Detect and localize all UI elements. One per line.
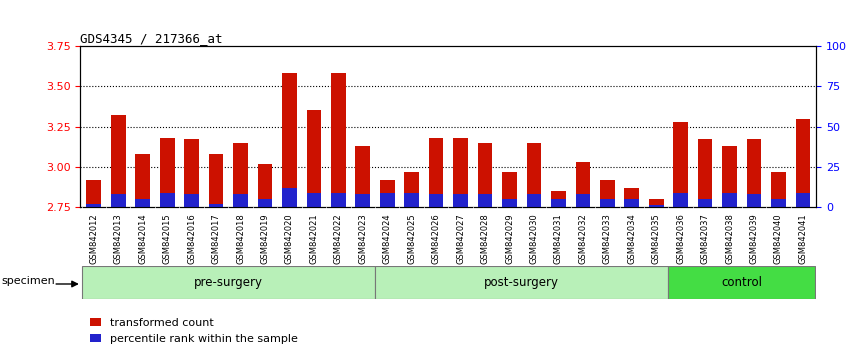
Text: GSM842013: GSM842013 xyxy=(113,213,123,264)
Bar xyxy=(673,122,688,207)
Bar xyxy=(600,180,615,207)
Bar xyxy=(331,73,346,207)
Legend: transformed count, percentile rank within the sample: transformed count, percentile rank withi… xyxy=(86,314,303,348)
Bar xyxy=(600,199,615,207)
Bar xyxy=(624,188,639,207)
Bar xyxy=(306,110,321,207)
Bar xyxy=(233,143,248,207)
Bar xyxy=(429,138,443,207)
Text: GSM842014: GSM842014 xyxy=(138,213,147,264)
Bar xyxy=(526,143,541,207)
Bar xyxy=(526,194,541,207)
Bar xyxy=(331,193,346,207)
Bar xyxy=(306,193,321,207)
Bar xyxy=(258,199,272,207)
Bar xyxy=(747,139,761,207)
Bar xyxy=(380,180,394,207)
Text: GSM842041: GSM842041 xyxy=(799,213,807,264)
Bar xyxy=(624,199,639,207)
Text: post-surgery: post-surgery xyxy=(484,276,559,289)
Bar xyxy=(795,119,810,207)
Bar xyxy=(160,138,174,207)
Bar xyxy=(429,194,443,207)
Bar xyxy=(209,204,223,207)
Text: GSM842027: GSM842027 xyxy=(456,213,465,264)
Bar xyxy=(795,193,810,207)
Text: GSM842039: GSM842039 xyxy=(750,213,759,264)
Bar xyxy=(551,199,566,207)
FancyBboxPatch shape xyxy=(81,266,375,299)
Bar xyxy=(722,193,737,207)
Bar xyxy=(86,180,102,207)
Bar xyxy=(575,194,591,207)
Text: GDS4345 / 217366_at: GDS4345 / 217366_at xyxy=(80,32,222,45)
Bar xyxy=(722,146,737,207)
Bar xyxy=(747,194,761,207)
Bar xyxy=(503,199,517,207)
Text: GSM842030: GSM842030 xyxy=(530,213,538,264)
Bar xyxy=(698,199,712,207)
Text: GSM842024: GSM842024 xyxy=(382,213,392,264)
Text: GSM842029: GSM842029 xyxy=(505,213,514,264)
Bar xyxy=(649,205,663,207)
Text: GSM842035: GSM842035 xyxy=(651,213,661,264)
Bar xyxy=(649,199,663,207)
Bar xyxy=(404,193,419,207)
Bar xyxy=(453,138,468,207)
Text: GSM842019: GSM842019 xyxy=(261,213,270,264)
Bar xyxy=(258,164,272,207)
Bar xyxy=(184,139,199,207)
Bar xyxy=(209,154,223,207)
Text: specimen: specimen xyxy=(2,276,56,286)
Text: GSM842022: GSM842022 xyxy=(334,213,343,264)
Text: GSM842040: GSM842040 xyxy=(774,213,783,264)
Bar xyxy=(404,172,419,207)
Text: GSM842017: GSM842017 xyxy=(212,213,221,264)
Bar xyxy=(135,199,150,207)
Text: GSM842012: GSM842012 xyxy=(90,213,98,264)
Text: GSM842032: GSM842032 xyxy=(579,213,587,264)
Bar xyxy=(135,154,150,207)
Bar xyxy=(282,73,297,207)
FancyBboxPatch shape xyxy=(375,266,668,299)
Bar xyxy=(233,194,248,207)
Bar xyxy=(184,194,199,207)
Bar xyxy=(503,172,517,207)
Text: GSM842036: GSM842036 xyxy=(676,213,685,264)
Bar xyxy=(551,191,566,207)
FancyBboxPatch shape xyxy=(668,266,816,299)
Text: GSM842020: GSM842020 xyxy=(285,213,294,264)
Text: GSM842037: GSM842037 xyxy=(700,213,710,264)
Bar xyxy=(380,193,394,207)
Bar xyxy=(772,199,786,207)
Text: control: control xyxy=(722,276,762,289)
Text: GSM842034: GSM842034 xyxy=(627,213,636,264)
Bar xyxy=(111,115,125,207)
Bar xyxy=(355,194,371,207)
Bar xyxy=(478,194,492,207)
Text: pre-surgery: pre-surgery xyxy=(194,276,263,289)
Text: GSM842016: GSM842016 xyxy=(187,213,196,264)
Text: GSM842026: GSM842026 xyxy=(431,213,441,264)
Text: GSM842033: GSM842033 xyxy=(603,213,612,264)
Bar xyxy=(673,193,688,207)
Text: GSM842023: GSM842023 xyxy=(359,213,367,264)
Bar xyxy=(86,204,102,207)
Bar xyxy=(111,194,125,207)
Text: GSM842021: GSM842021 xyxy=(310,213,318,264)
Bar xyxy=(575,162,591,207)
Bar xyxy=(282,188,297,207)
Text: GSM842031: GSM842031 xyxy=(554,213,563,264)
Text: GSM842018: GSM842018 xyxy=(236,213,245,264)
Bar xyxy=(478,143,492,207)
Bar xyxy=(772,172,786,207)
Text: GSM842038: GSM842038 xyxy=(725,213,734,264)
Bar xyxy=(453,194,468,207)
Bar xyxy=(160,193,174,207)
Bar xyxy=(698,139,712,207)
Text: GSM842028: GSM842028 xyxy=(481,213,490,264)
Text: GSM842015: GSM842015 xyxy=(162,213,172,264)
Text: GSM842025: GSM842025 xyxy=(407,213,416,264)
Bar xyxy=(355,146,371,207)
